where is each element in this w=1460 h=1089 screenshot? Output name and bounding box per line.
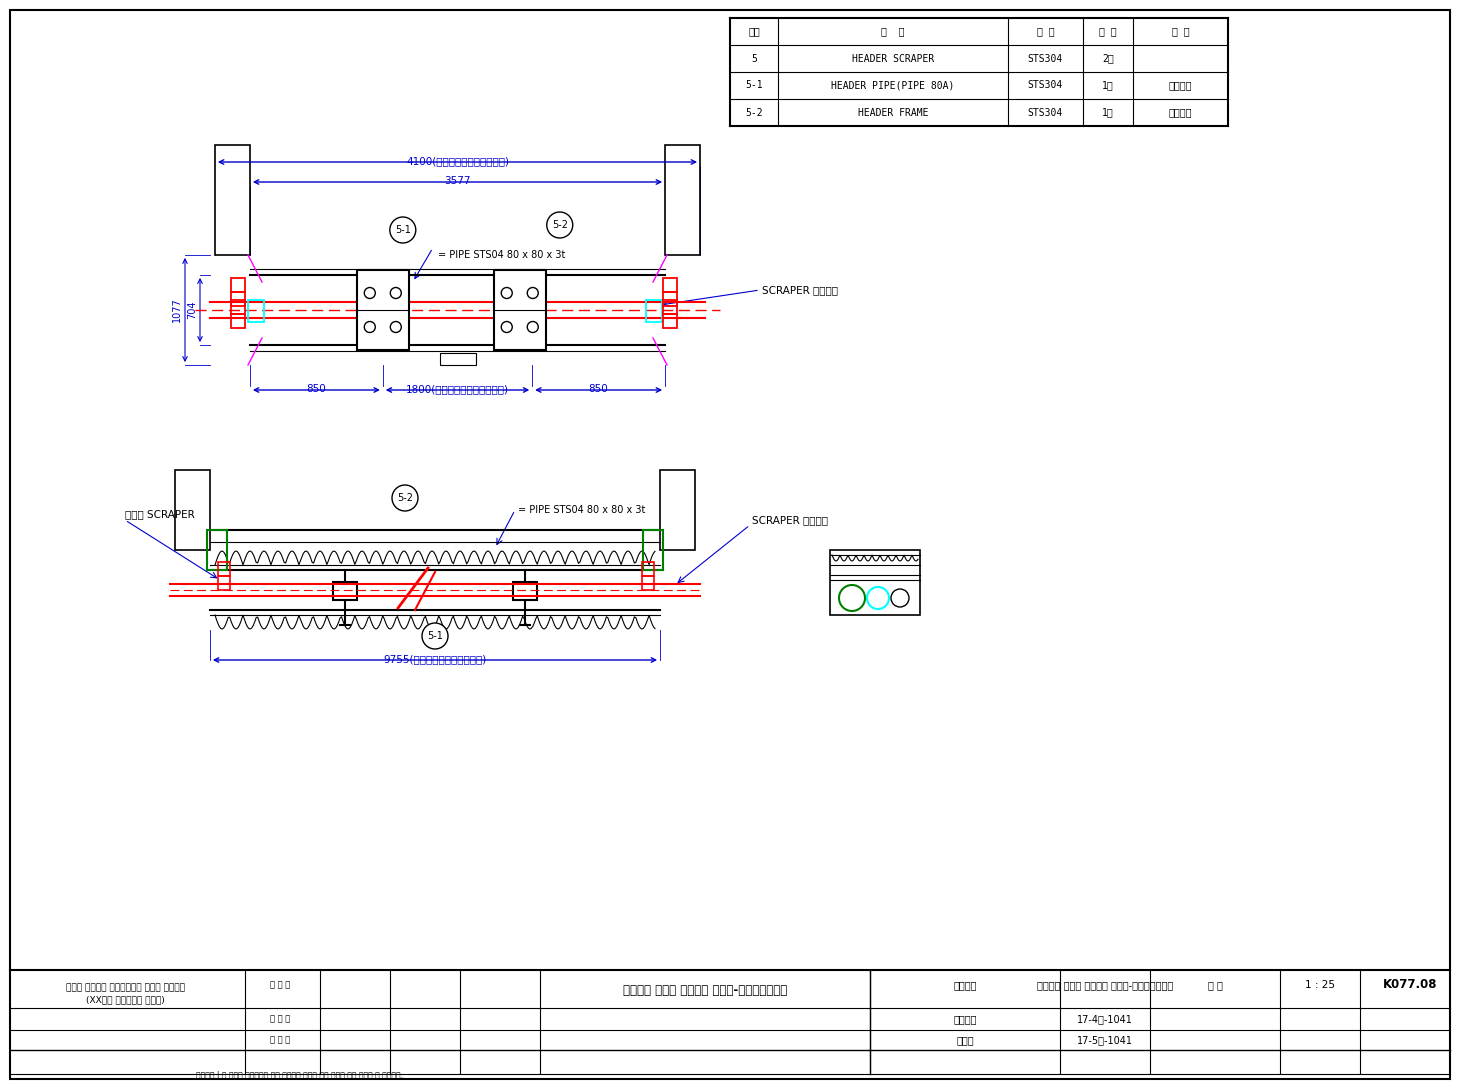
Text: 추 적 서: 추 적 서 bbox=[270, 980, 291, 990]
Text: 겹쳐서 SCRAPER: 겹쳐서 SCRAPER bbox=[126, 509, 194, 519]
Text: 9755(현장여건에따라변경가능): 9755(현장여건에따라변경가능) bbox=[384, 654, 486, 664]
Bar bbox=[218, 576, 231, 590]
Text: STS304: STS304 bbox=[1028, 53, 1063, 63]
Bar bbox=[663, 292, 677, 306]
Bar bbox=[439, 353, 476, 365]
Bar bbox=[231, 278, 245, 292]
Text: 관리번호 | 이 도면은 관련법규에 따라 보호되며 당사의 승인 없이는 사용 복사할 수 없습니다.: 관리번호 | 이 도면은 관련법규에 따라 보호되며 당사의 승인 없이는 사용… bbox=[197, 1072, 403, 1080]
Bar bbox=[333, 582, 358, 600]
Text: SCRAPER 관련장치: SCRAPER 관련장치 bbox=[762, 285, 838, 295]
Text: 5-1: 5-1 bbox=[745, 81, 762, 90]
Text: 도면번호: 도면번호 bbox=[953, 980, 977, 990]
Text: 850: 850 bbox=[307, 384, 326, 394]
Text: 4100(현장여건에따라변경가능): 4100(현장여건에따라변경가능) bbox=[406, 156, 510, 166]
Text: 17-4월-1041: 17-4월-1041 bbox=[1077, 1014, 1133, 1024]
Bar bbox=[663, 299, 677, 314]
Text: 배출수지 슬러지 수집장치 조립도-헤더스크레이퍼: 배출수지 슬러지 수집장치 조립도-헤더스크레이퍼 bbox=[1037, 980, 1174, 990]
Text: 다음수량: 다음수량 bbox=[1169, 81, 1193, 90]
Text: = PIPE STS04 80 x 80 x 3t: = PIPE STS04 80 x 80 x 3t bbox=[438, 250, 565, 260]
Bar bbox=[645, 299, 661, 322]
Text: 시 투 서: 시 투 서 bbox=[270, 1015, 291, 1024]
Text: STS304: STS304 bbox=[1028, 108, 1063, 118]
Text: 수 량: 수 량 bbox=[1099, 26, 1117, 37]
Bar bbox=[664, 145, 699, 255]
Text: 프린트일: 프린트일 bbox=[953, 1014, 977, 1024]
Bar bbox=[248, 299, 264, 322]
Circle shape bbox=[390, 217, 416, 243]
Text: SCRAPER 장력장치: SCRAPER 장력장치 bbox=[752, 515, 828, 525]
Text: 3577: 3577 bbox=[444, 176, 470, 186]
Text: 척 도: 척 도 bbox=[1207, 980, 1222, 990]
Text: 17-5월-1041: 17-5월-1041 bbox=[1077, 1035, 1133, 1045]
Text: 작성일: 작성일 bbox=[956, 1035, 974, 1045]
Bar bbox=[663, 314, 677, 328]
Text: 비 고: 비 고 bbox=[1172, 26, 1190, 37]
Text: 704: 704 bbox=[187, 301, 197, 319]
Text: HEADER FRAME: HEADER FRAME bbox=[858, 108, 929, 118]
Bar bbox=[642, 576, 654, 590]
Text: 5-1: 5-1 bbox=[394, 225, 410, 235]
Text: 1대: 1대 bbox=[1102, 81, 1114, 90]
Text: 다음수량: 다음수량 bbox=[1169, 108, 1193, 118]
Text: (XX재계 테스트베드 실증배): (XX재계 테스트베드 실증배) bbox=[86, 995, 165, 1004]
Bar bbox=[663, 278, 677, 292]
Text: 850: 850 bbox=[588, 384, 609, 394]
Bar bbox=[207, 530, 226, 570]
Circle shape bbox=[546, 212, 572, 238]
Bar bbox=[210, 570, 660, 610]
Text: 5: 5 bbox=[750, 53, 756, 63]
Bar bbox=[356, 270, 409, 350]
Text: 1077: 1077 bbox=[172, 297, 182, 322]
Text: 5-1: 5-1 bbox=[428, 631, 442, 641]
Text: 5-2: 5-2 bbox=[552, 220, 568, 230]
Text: 1 : 25: 1 : 25 bbox=[1305, 980, 1334, 990]
Bar bbox=[250, 205, 664, 276]
Bar bbox=[175, 470, 210, 550]
Bar bbox=[493, 270, 546, 350]
Circle shape bbox=[422, 623, 448, 649]
Text: 1800(현장여건에따라변경가능): 1800(현장여건에따라변경가능) bbox=[406, 384, 510, 394]
Text: 배출수지 슬러지 수집장치 조립도-헤더스크레이퍼: 배출수지 슬러지 수집장치 조립도-헤더스크레이퍼 bbox=[623, 983, 787, 996]
Text: HEADER SCRAPER: HEADER SCRAPER bbox=[851, 53, 934, 63]
Bar bbox=[642, 530, 663, 570]
Text: 결 재 서: 결 재 서 bbox=[270, 1036, 291, 1044]
Bar bbox=[231, 314, 245, 328]
Bar bbox=[660, 470, 695, 550]
Text: 1대: 1대 bbox=[1102, 108, 1114, 118]
Text: 5-2: 5-2 bbox=[397, 493, 413, 503]
Bar bbox=[642, 562, 654, 576]
Circle shape bbox=[391, 485, 418, 511]
Text: 품  명: 품 명 bbox=[882, 26, 905, 37]
Bar bbox=[231, 299, 245, 314]
Text: K077.08: K077.08 bbox=[1383, 979, 1437, 991]
Text: = PIPE STS04 80 x 80 x 3t: = PIPE STS04 80 x 80 x 3t bbox=[518, 505, 645, 515]
Bar bbox=[512, 582, 537, 600]
Text: 환경부 대형하방 녹조발생기술 실입화 확인시험: 환경부 대형하방 녹조발생기술 실입화 확인시험 bbox=[66, 983, 184, 992]
Bar bbox=[215, 145, 250, 255]
Text: 재 질: 재 질 bbox=[1037, 26, 1054, 37]
Bar bbox=[829, 550, 920, 615]
Text: 5-2: 5-2 bbox=[745, 108, 762, 118]
Bar bbox=[231, 292, 245, 306]
Text: HEADER PIPE(PIPE 80A): HEADER PIPE(PIPE 80A) bbox=[831, 81, 955, 90]
Bar bbox=[218, 562, 231, 576]
Text: 품번: 품번 bbox=[748, 26, 759, 37]
Text: 2대: 2대 bbox=[1102, 53, 1114, 63]
Text: STS304: STS304 bbox=[1028, 81, 1063, 90]
